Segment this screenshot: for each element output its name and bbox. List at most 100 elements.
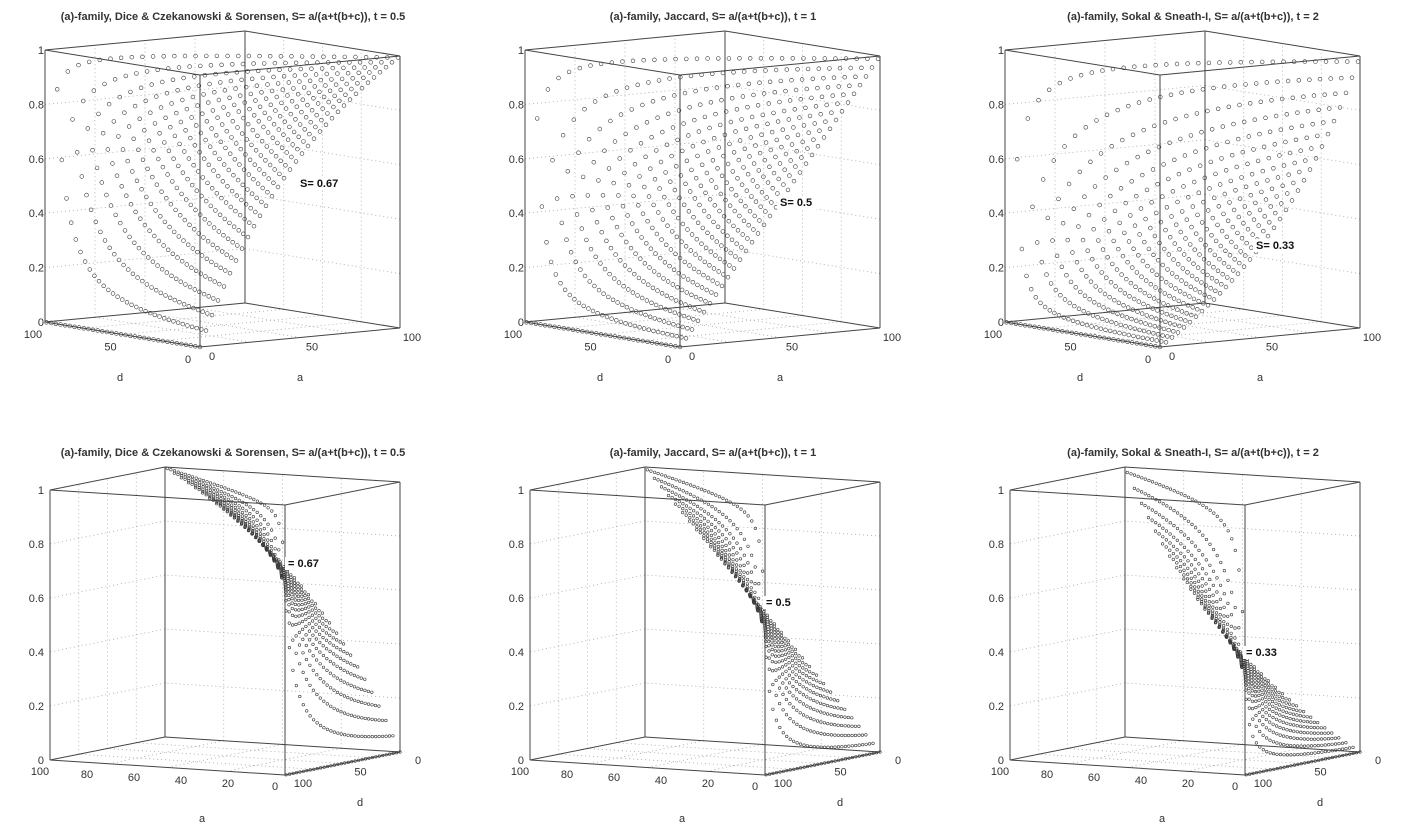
- data-point: [333, 82, 339, 87]
- data-point: [180, 170, 186, 175]
- data-point: [1305, 108, 1311, 114]
- data-point: [1296, 78, 1302, 83]
- data-point: [1280, 692, 1285, 696]
- annotation-background: [297, 177, 345, 190]
- data-point: [1221, 84, 1227, 89]
- data-point: [296, 594, 301, 599]
- data-point: [695, 504, 700, 509]
- data-point: [245, 187, 250, 192]
- data-point: [1165, 267, 1170, 272]
- a-tick-label: 0: [689, 351, 695, 363]
- data-point: [733, 575, 738, 579]
- data-point: [1196, 60, 1201, 66]
- data-point: [690, 144, 696, 149]
- data-point: [695, 528, 699, 532]
- data-point: [1241, 221, 1246, 226]
- data-point: [363, 677, 367, 681]
- data-point: [1123, 324, 1128, 329]
- data-point: [1275, 741, 1279, 745]
- data-point: [1299, 752, 1303, 756]
- data-point: [264, 144, 269, 149]
- data-point: [1293, 137, 1299, 143]
- data-point: [339, 678, 343, 682]
- data-point: [231, 224, 237, 229]
- data-point: [1284, 705, 1288, 710]
- data-point: [761, 222, 767, 228]
- grid-line: [107, 748, 343, 764]
- data-point: [814, 673, 819, 677]
- data-point: [1146, 246, 1152, 252]
- data-point: [1089, 324, 1094, 329]
- data-point: [363, 716, 367, 721]
- data-point: [1126, 103, 1131, 109]
- data-point: [201, 235, 206, 240]
- data-point: [1248, 193, 1254, 198]
- data-point: [1048, 281, 1054, 286]
- data-point: [1106, 229, 1112, 234]
- data-point: [652, 470, 657, 474]
- data-point: [758, 606, 762, 610]
- data-point: [649, 340, 655, 345]
- data-point: [279, 100, 284, 106]
- data-point: [559, 220, 564, 226]
- axis-box-edge: [529, 466, 646, 491]
- data-point: [308, 649, 312, 653]
- data-point: [823, 761, 827, 765]
- data-point: [278, 54, 284, 59]
- data-point: [791, 670, 795, 674]
- data-point: [608, 118, 613, 124]
- data-point: [1172, 535, 1176, 539]
- data-point: [742, 575, 746, 579]
- data-point: [745, 582, 750, 586]
- data-point: [1145, 336, 1150, 341]
- data-point: [306, 596, 311, 601]
- data-point: [136, 245, 142, 251]
- data-point: [1224, 234, 1230, 240]
- data-point: [262, 110, 267, 116]
- data-point: [1219, 228, 1225, 234]
- data-point: [783, 644, 787, 648]
- data-point: [178, 119, 184, 125]
- data-point: [226, 504, 230, 508]
- data-point: [1230, 224, 1236, 230]
- data-point: [241, 231, 246, 237]
- z-tick-label: 0.8: [989, 99, 1004, 111]
- data-point: [155, 67, 160, 73]
- data-point: [1066, 181, 1072, 187]
- data-point: [1215, 599, 1219, 604]
- d-axis-label: d: [1077, 372, 1083, 384]
- data-point: [1198, 237, 1204, 242]
- data-point: [1316, 720, 1320, 725]
- data-point: [224, 70, 229, 76]
- data-point: [615, 300, 620, 305]
- data-point: [255, 510, 259, 515]
- data-point: [1288, 706, 1292, 711]
- data-point: [727, 263, 732, 268]
- data-point: [1271, 722, 1275, 726]
- data-point: [165, 172, 170, 177]
- data-point: [1278, 752, 1283, 757]
- data-point: [680, 324, 685, 330]
- data-point: [864, 753, 868, 757]
- data-point: [1270, 695, 1274, 699]
- data-point: [645, 468, 650, 472]
- data-point: [688, 515, 692, 520]
- data-point: [1168, 532, 1172, 536]
- data-point: [591, 160, 596, 165]
- data-point: [1173, 315, 1179, 320]
- data-point: [361, 75, 366, 81]
- similarity-annotation: S= 0.33: [1256, 240, 1294, 252]
- data-point: [781, 182, 786, 187]
- data-point: [273, 108, 278, 113]
- data-point: [156, 338, 161, 343]
- data-point: [734, 569, 738, 574]
- data-point: [1334, 59, 1339, 64]
- data-point: [733, 193, 739, 198]
- data-point: [702, 522, 707, 526]
- data-point: [745, 577, 750, 582]
- data-point: [1092, 300, 1097, 305]
- data-point: [1175, 566, 1179, 570]
- data-point: [641, 57, 646, 63]
- data-point: [119, 184, 124, 189]
- data-point: [1254, 724, 1258, 729]
